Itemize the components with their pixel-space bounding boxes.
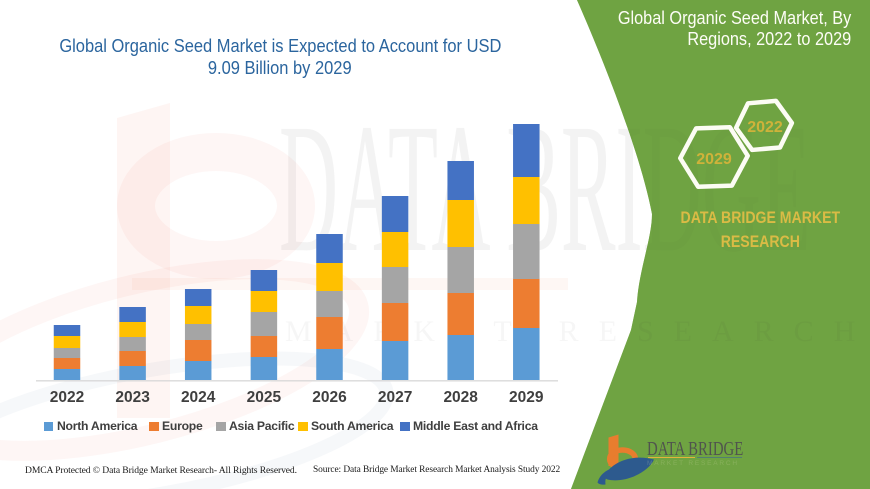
svg-text:MARKET RESEARCH: MARKET RESEARCH (285, 315, 870, 348)
